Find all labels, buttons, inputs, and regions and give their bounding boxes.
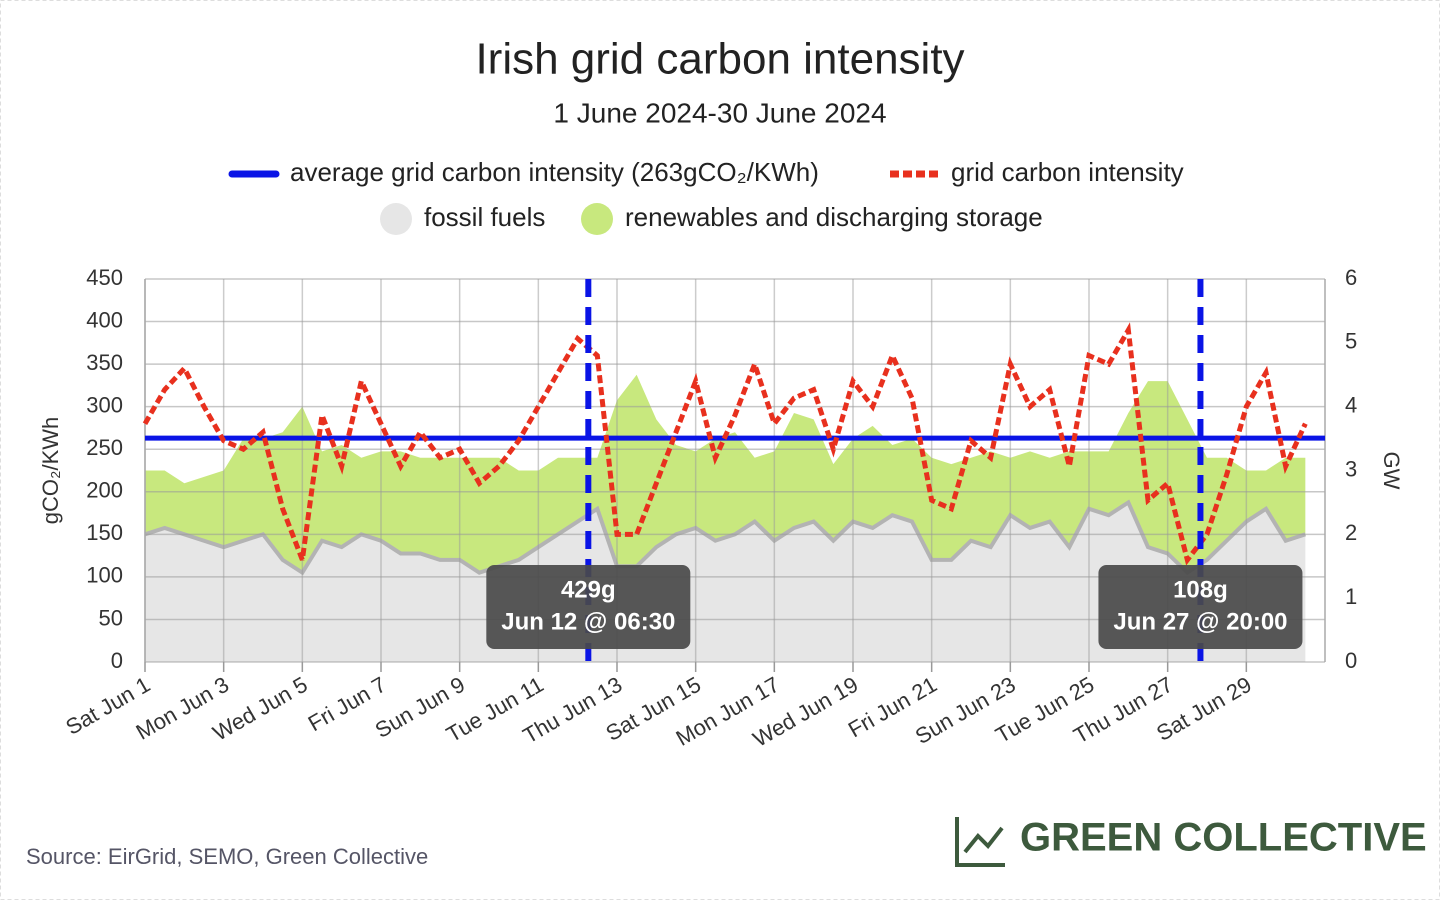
y-tick-label: 250 bbox=[86, 435, 123, 460]
tooltip-value: 429g bbox=[561, 576, 616, 603]
y-tick-label: 200 bbox=[86, 478, 123, 503]
area-fossil bbox=[145, 502, 1306, 662]
legend-label: renewables and discharging storage bbox=[625, 202, 1043, 232]
y2-tick-label: 4 bbox=[1345, 392, 1357, 417]
legend-label: fossil fuels bbox=[424, 202, 545, 232]
legend-swatch bbox=[380, 203, 412, 235]
fossil-edge bbox=[144, 499, 1306, 576]
carbon-line bbox=[142, 322, 1308, 566]
chart-title: Irish grid carbon intensity bbox=[475, 35, 964, 84]
y2-tick-label: 2 bbox=[1345, 520, 1357, 545]
chart-subtitle: 1 June 2024-30 June 2024 bbox=[553, 97, 886, 128]
legend-swatch bbox=[581, 203, 613, 235]
y2-tick-label: 1 bbox=[1345, 584, 1357, 609]
y-axis-label: gCO₂/KWh bbox=[38, 417, 63, 525]
legend-label: grid carbon intensity bbox=[951, 157, 1184, 187]
tooltip-date: Jun 12 @ 06:30 bbox=[501, 608, 675, 635]
y-tick-label: 350 bbox=[86, 350, 123, 375]
y-tick-label: 300 bbox=[86, 392, 123, 417]
y2-tick-label: 6 bbox=[1345, 265, 1357, 290]
y-tick-label: 450 bbox=[86, 265, 123, 290]
y-tick-label: 50 bbox=[99, 605, 123, 630]
tooltip-date: Jun 27 @ 20:00 bbox=[1113, 608, 1287, 635]
source: Source: EirGrid, SEMO, Green Collective bbox=[26, 844, 428, 869]
y2-tick-label: 5 bbox=[1345, 329, 1357, 354]
brand: GREEN COLLECTIVE bbox=[1020, 816, 1427, 860]
y-tick-label: 100 bbox=[86, 563, 123, 588]
y2-axis-label: GW bbox=[1379, 452, 1404, 490]
tooltip-value: 108g bbox=[1173, 576, 1228, 603]
y-tick-label: 400 bbox=[86, 307, 123, 332]
tooltip bbox=[1098, 565, 1303, 649]
y2-tick-label: 0 bbox=[1345, 648, 1357, 673]
y2-tick-label: 3 bbox=[1345, 456, 1357, 481]
y-tick-label: 150 bbox=[86, 520, 123, 545]
brand-logo bbox=[955, 817, 1005, 867]
legend-label: average grid carbon intensity (263gCO₂/K… bbox=[290, 157, 819, 187]
area-renewables bbox=[145, 374, 1306, 573]
plot: 429g Jun 12 @ 06:30 108g Jun 27 @ 20:00 bbox=[142, 278, 1326, 672]
tooltip bbox=[486, 565, 691, 649]
y-tick-label: 0 bbox=[111, 648, 123, 673]
